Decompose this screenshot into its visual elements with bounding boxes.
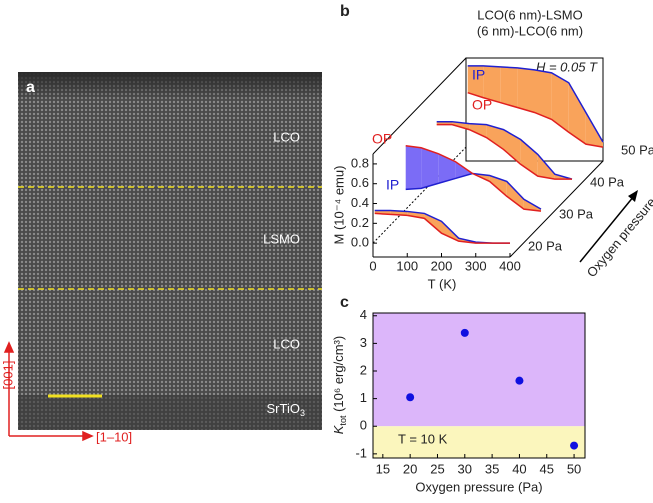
y-tick-label: 0	[360, 418, 367, 433]
fill-region	[500, 66, 518, 108]
point	[570, 441, 579, 450]
line-series	[436, 120, 573, 180]
x-tick-label: 300	[465, 258, 487, 273]
fill-region	[568, 82, 586, 145]
y-label-symbol: K	[331, 424, 346, 434]
depth-arrow	[579, 195, 635, 263]
crystal-axes	[3, 341, 94, 442]
line-series	[405, 145, 542, 212]
y-label-sub: tot	[338, 415, 348, 426]
x-tick-label: 45	[540, 461, 554, 476]
panel-label: a	[26, 79, 35, 96]
chart-title: LCO(6 nm)-LSMO	[477, 7, 582, 22]
line-series	[467, 91, 604, 148]
point	[406, 393, 415, 402]
fill-region	[506, 181, 524, 210]
fill-region	[551, 72, 569, 133]
x-tick-label: 50	[567, 461, 581, 476]
x-tick-label: 40	[512, 461, 526, 476]
y-axis-label: Ktot (10⁶ erg/cm³)	[331, 336, 348, 434]
substrate-label: SrTiO3	[267, 401, 305, 418]
x-axis-label: T (K)	[428, 276, 457, 291]
x-tick-label: 0	[369, 258, 376, 273]
y-tick-label: 4	[360, 307, 367, 322]
fill-region	[483, 65, 501, 103]
y-tick-label: 1	[360, 390, 367, 405]
layer-label: LSMO	[263, 231, 300, 246]
layer	[405, 145, 542, 212]
y-tick-label: 3	[360, 335, 367, 350]
fill-region	[537, 154, 555, 180]
micrograph	[18, 72, 322, 430]
fill-region	[438, 153, 456, 184]
chart-title: (6 nm)-LCO(6 nm)	[477, 23, 583, 38]
y-tick-label: 0.6	[351, 175, 369, 190]
x-tick-label: 15	[376, 461, 390, 476]
x-tick-label: 25	[430, 461, 444, 476]
series-label: IP	[472, 67, 485, 83]
x-tick-label: 30	[458, 461, 472, 476]
plot-frame	[372, 312, 586, 459]
y-tick-label: 0.2	[351, 215, 369, 230]
axis-label: [1–10]	[96, 429, 132, 444]
fill-region	[503, 129, 521, 165]
x-tick-label: 400	[499, 258, 521, 273]
fill-region	[405, 145, 422, 190]
frame-edge	[509, 160, 604, 258]
layer	[436, 120, 573, 180]
series-label: OP	[472, 97, 492, 113]
y-tick-label: -1	[355, 445, 367, 460]
series-label: IP	[386, 177, 399, 193]
line-series	[467, 65, 604, 143]
y-tick-label: 2	[360, 362, 367, 377]
fill-region	[469, 123, 487, 138]
layer	[467, 65, 604, 148]
line-series	[436, 123, 572, 180]
pressure-label: 30 Pa	[559, 206, 594, 221]
panel-label: c	[340, 294, 349, 311]
depth-arrow-head	[628, 190, 638, 202]
pressure-label: 20 Pa	[528, 238, 563, 253]
x-tick-label: 20	[403, 461, 417, 476]
x-tick-label: 35	[485, 461, 499, 476]
pressure-label: 50 Pa	[621, 142, 653, 157]
background-positive	[373, 313, 585, 427]
frame-edge	[372, 57, 467, 155]
x-tick-label: 100	[396, 258, 418, 273]
x-axis-label: Oxygen pressure (Pa)	[415, 479, 542, 494]
y-tick-label: 0.8	[351, 155, 369, 170]
series-label: OP	[372, 131, 392, 147]
depth-label: Oxygen pressure	[584, 195, 653, 280]
annotation: T = 10 K	[398, 431, 448, 446]
y-axis-label: M (10⁻⁴ emu)	[331, 166, 346, 245]
y-label-rest: (10⁶ erg/cm³)	[331, 336, 346, 416]
pressure-label: 40 Pa	[590, 174, 625, 189]
panel-label: b	[340, 3, 350, 20]
y-tick-label: 0.0	[351, 235, 369, 250]
fill-region	[517, 67, 535, 113]
fill-region	[421, 147, 439, 189]
point	[460, 328, 469, 337]
annotation: H = 0.05 T	[536, 59, 598, 74]
fill-region	[424, 213, 442, 234]
fill-region	[486, 124, 504, 150]
layer-label: LCO	[273, 129, 300, 144]
point	[515, 376, 524, 385]
fill-region	[534, 69, 552, 120]
axis-label: [001]	[0, 361, 15, 390]
line-series	[374, 212, 510, 244]
charts: b LCO(6 nm)-LSMO(6 nm)-LCO(6 nm) H = 0.05 …	[331, 3, 653, 494]
layer	[374, 209, 510, 244]
fill-region	[467, 65, 484, 98]
x-tick-label: 200	[431, 258, 453, 273]
background-negative	[373, 426, 585, 458]
layer-label: LCO	[273, 336, 300, 351]
y-tick-label: 0.4	[351, 195, 369, 210]
